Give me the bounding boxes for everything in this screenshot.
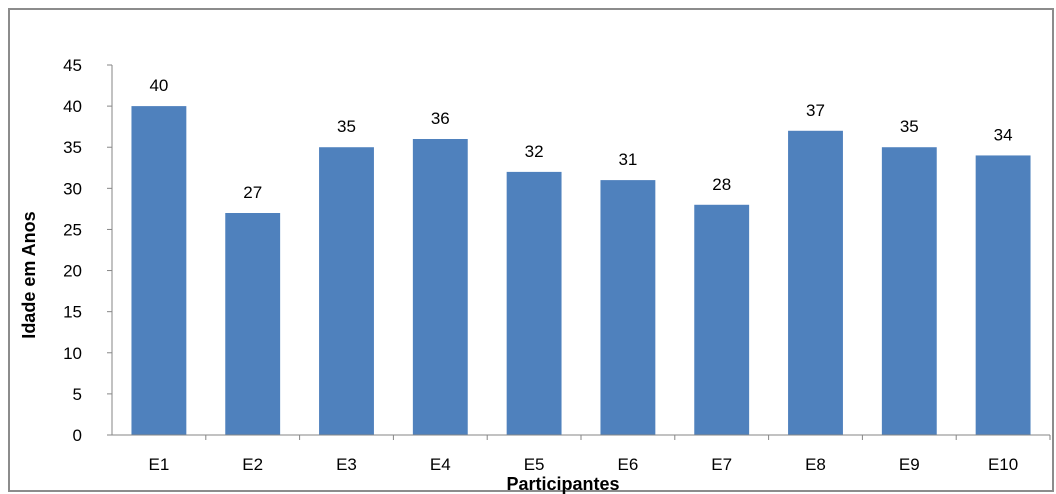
y-tick-label-2: 10 bbox=[63, 344, 82, 363]
y-tick-label-3: 15 bbox=[63, 303, 82, 322]
y-tick-label-1: 5 bbox=[73, 385, 82, 404]
bar-e4 bbox=[412, 139, 468, 435]
chart-frame: 0 5 10 15 20 25 30 35 40 45 40 27 35 36 32 31 28 37 35 34 … bbox=[8, 8, 1054, 494]
bar-e8 bbox=[788, 130, 843, 435]
y-tick-label-7: 35 bbox=[63, 138, 82, 157]
y-tick-label-4: 20 bbox=[63, 262, 82, 281]
bars bbox=[131, 106, 1031, 435]
x-axis-tick-labels: E1 E2 E3 E4 E5 E6 E7 E8 E9 E10 bbox=[149, 435, 1051, 474]
bar-e1 bbox=[131, 106, 187, 435]
x-tick-label-e7: E7 bbox=[711, 455, 732, 474]
data-label-e1: 40 bbox=[149, 76, 168, 95]
y-tick-label-5: 25 bbox=[63, 220, 82, 239]
y-tick-label-9: 45 bbox=[63, 56, 82, 75]
x-tick-label-e4: E4 bbox=[430, 455, 451, 474]
data-labels: 40 27 35 36 32 31 28 37 35 34 bbox=[149, 76, 1012, 202]
y-axis-ticks: 0 5 10 15 20 25 30 35 40 45 bbox=[63, 56, 112, 445]
x-axis-title: Participantes bbox=[506, 474, 619, 494]
data-label-e6: 31 bbox=[618, 150, 637, 169]
data-label-e10: 34 bbox=[994, 125, 1013, 144]
bar-e10 bbox=[975, 155, 1031, 435]
x-tick-label-e9: E9 bbox=[899, 455, 920, 474]
data-label-e3: 35 bbox=[337, 117, 356, 136]
data-label-e9: 35 bbox=[900, 117, 919, 136]
bar-e5 bbox=[506, 171, 562, 435]
data-label-e7: 28 bbox=[712, 175, 731, 194]
x-tick-label-e8: E8 bbox=[805, 455, 826, 474]
x-tick-label-e5: E5 bbox=[524, 455, 545, 474]
x-tick-label-e2: E2 bbox=[242, 455, 263, 474]
x-tick-label-e10: E10 bbox=[988, 455, 1018, 474]
x-tick-label-e3: E3 bbox=[336, 455, 357, 474]
bar-e9 bbox=[881, 147, 937, 435]
bar-e2 bbox=[225, 213, 281, 435]
data-label-e4: 36 bbox=[431, 109, 450, 128]
bar-e3 bbox=[319, 147, 374, 435]
y-tick-label-8: 40 bbox=[63, 97, 82, 116]
bar-e7 bbox=[694, 204, 750, 435]
data-label-e2: 27 bbox=[243, 183, 262, 202]
x-tick-label-e6: E6 bbox=[618, 455, 639, 474]
y-tick-label-0: 0 bbox=[73, 426, 82, 445]
bar-e6 bbox=[600, 180, 656, 435]
y-tick-label-6: 30 bbox=[63, 179, 82, 198]
y-axis-title: Idade em Anos bbox=[19, 211, 39, 338]
x-tick-label-e1: E1 bbox=[149, 455, 170, 474]
data-label-e8: 37 bbox=[806, 101, 825, 120]
data-label-e5: 32 bbox=[525, 142, 544, 161]
